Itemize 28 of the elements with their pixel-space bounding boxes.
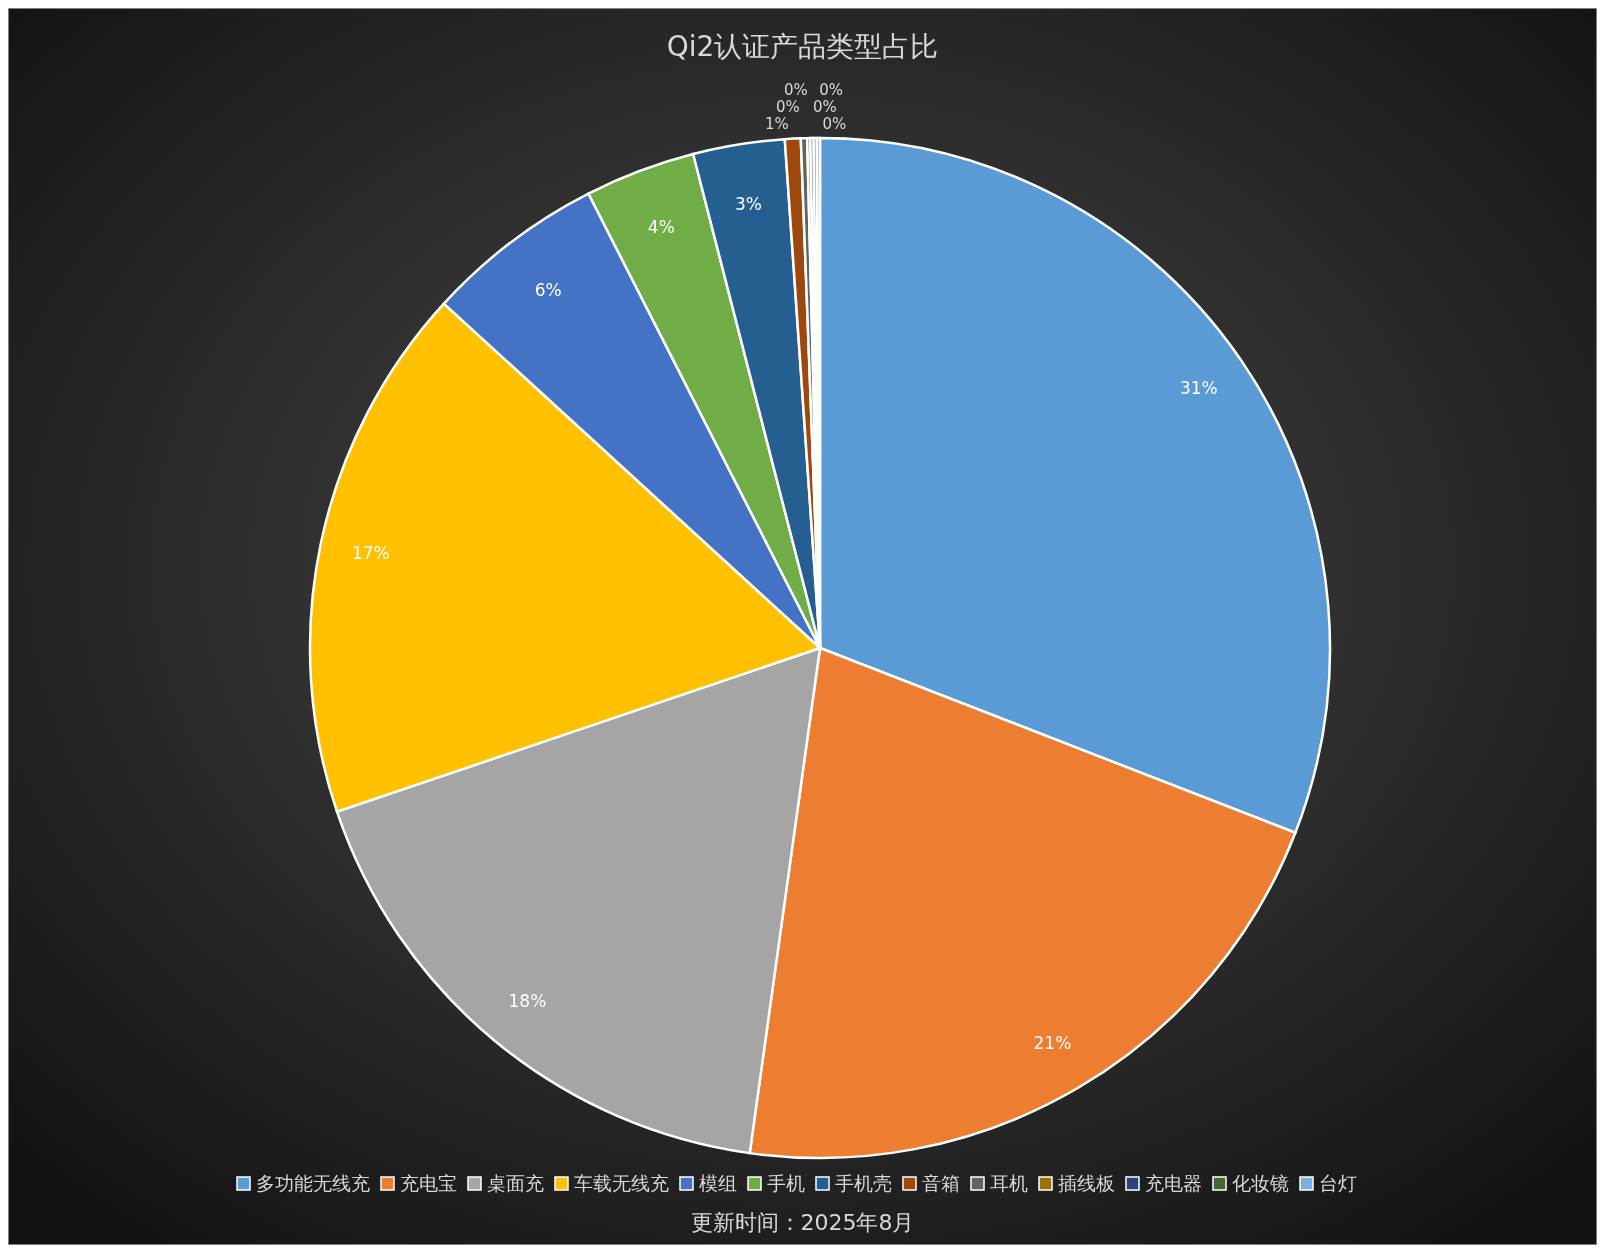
data-label: 1% [764,114,789,133]
legend-label: 手机 [767,1171,805,1194]
data-label: 0% [776,97,800,116]
data-label: 4% [647,217,675,238]
legend-label: 音箱 [922,1171,960,1194]
legend-label: 多功能无线充 [256,1171,370,1194]
data-label: 21% [1033,1032,1072,1053]
legend-label: 模组 [699,1171,737,1194]
legend-label: 手机壳 [835,1171,892,1194]
legend-label: 耳机 [990,1171,1028,1194]
data-label: 6% [534,279,562,300]
legend-label: 化妆镜 [1232,1171,1289,1194]
legend-label: 充电器 [1145,1171,1202,1194]
data-label: 0% [784,80,808,99]
text: 更新时间：2025年8月 [690,1210,915,1235]
data-label: 0% [812,97,837,116]
legend-label: 台灯 [1319,1171,1357,1194]
data-label: 31% [1179,377,1218,398]
legend-label: 充电宝 [400,1171,457,1194]
legend-label: 插线板 [1058,1171,1115,1194]
data-label: 0% [819,80,844,99]
data-label: 3% [734,193,762,214]
chart-title: Qi2认证产品类型占比 [666,30,939,63]
legend-label: 桌面充 [487,1171,544,1194]
data-label: 17% [351,542,390,563]
legend-label: 车载无线充 [574,1171,669,1194]
data-label: 18% [508,990,547,1011]
data-label: 0% [822,114,847,133]
